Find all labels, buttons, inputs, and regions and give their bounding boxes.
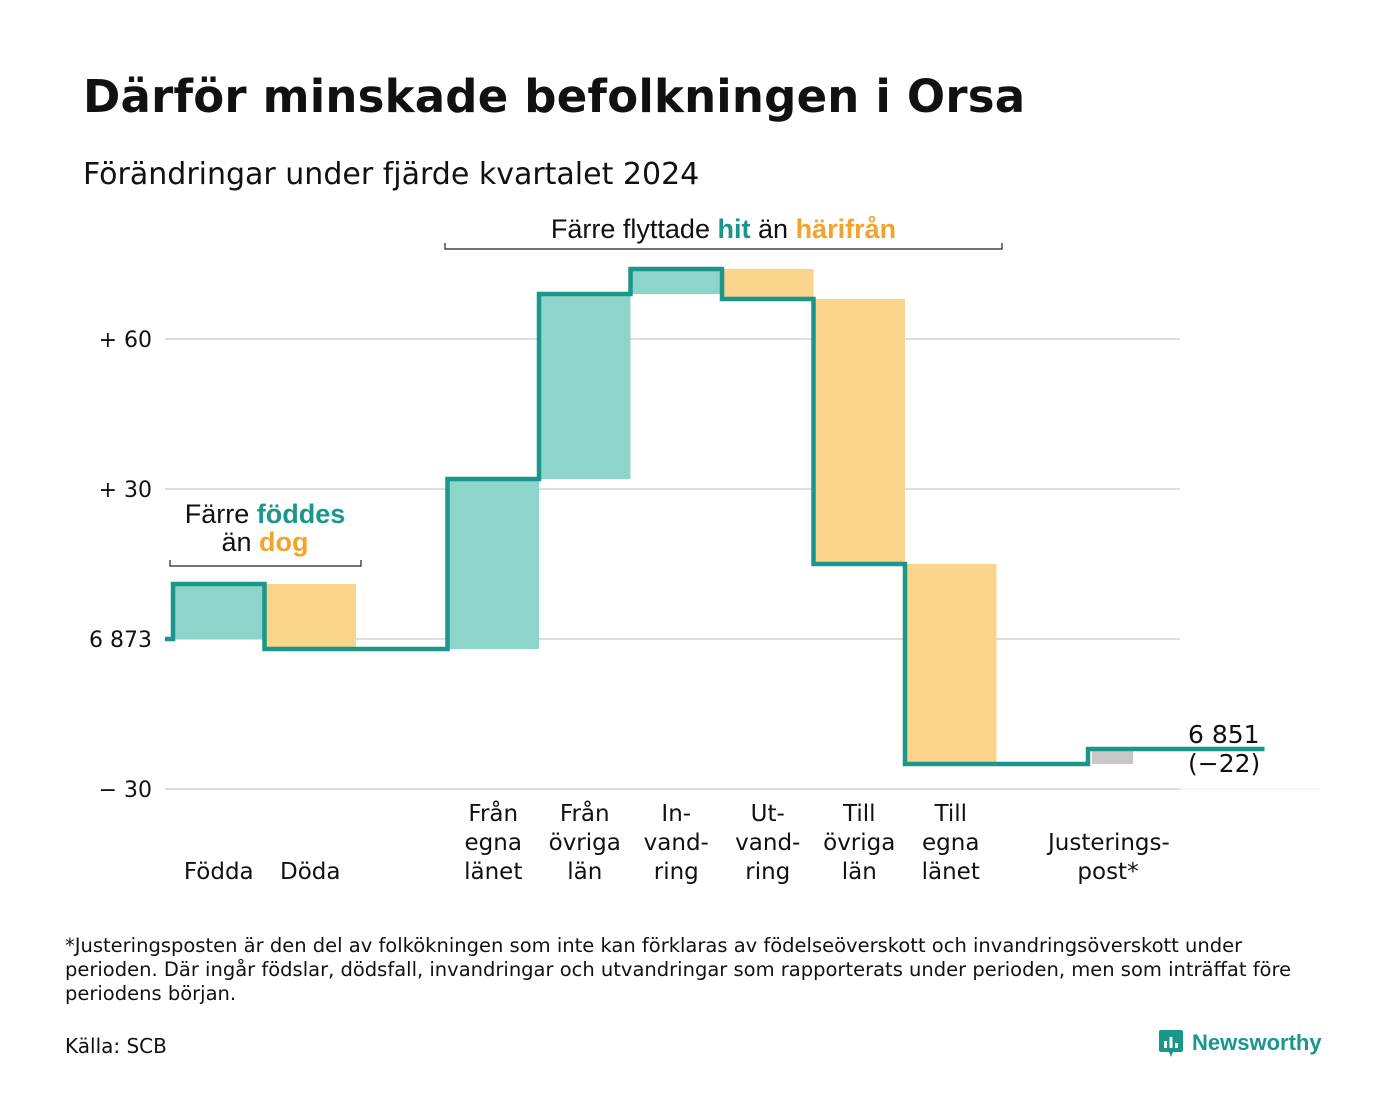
bar-från-egna-länet (447, 479, 539, 649)
category-label: Döda (280, 859, 341, 885)
bar-döda (264, 584, 356, 649)
category-label: Till övriga län (823, 801, 896, 885)
brand-name: Newsworthy (1192, 1030, 1322, 1055)
bar-till-övriga-län (813, 299, 905, 564)
bar-invandring (630, 269, 722, 294)
category-label: Justerings- post* (1048, 830, 1170, 885)
y-tick-labels: + 60 + 30 6 873 − 30 (89, 328, 152, 803)
cumulative-step-line (165, 266, 1265, 767)
category-label: Födda (183, 859, 254, 885)
end-value-label: 6 851 (−22) (1188, 720, 1260, 778)
bar-till-egna-länet (905, 564, 997, 764)
brand-logo: Newsworthy (1158, 1028, 1322, 1058)
births-annotation-died: dog (259, 527, 309, 557)
y-tick-label: + 30 (99, 478, 152, 503)
moves-annotation-mid: än (758, 214, 789, 244)
footnote: *Justeringsposten är den del av folkökni… (65, 934, 1292, 1005)
chart-subtitle: Förändringar under fjärde kvartalet 2024 (83, 157, 700, 192)
end-value: 6 851 (1188, 720, 1260, 749)
y-tick-label: + 60 (99, 328, 152, 353)
chart-title: Därför minskade befolkningen i Orsa (83, 70, 1026, 123)
y-tick-label: − 30 (99, 778, 152, 803)
moves-annotation: Färre flyttade hit än härifrån (445, 214, 1002, 245)
category-label: In- vand- ring (643, 801, 709, 885)
grid-lines (165, 338, 1320, 790)
category-label: Från egna länet (464, 801, 523, 885)
births-bracket (169, 560, 362, 567)
annotation-brackets (169, 243, 1003, 567)
newsworthy-logo-icon (1159, 1030, 1183, 1057)
moves-annotation-here: hit (717, 214, 751, 244)
moves-annotation-pre: Färre flyttade (550, 214, 710, 244)
category-label: Ut- vand- ring (735, 801, 801, 885)
bars (173, 269, 1134, 764)
bar-justeringspost- (1092, 749, 1134, 764)
bar-utvandring (722, 269, 814, 299)
bar-från-övriga-län (539, 294, 631, 479)
births-annotation: Färre föddes än dog (166, 500, 364, 556)
y-tick-label: 6 873 (89, 628, 152, 653)
step-line-layer (165, 266, 1265, 767)
births-annotation-born: föddes (256, 499, 346, 529)
moves-bracket (444, 243, 1003, 250)
births-annotation-mid: än (221, 527, 252, 557)
bar-födda (173, 584, 265, 639)
source-label: Källa: SCB (65, 1034, 167, 1058)
births-annotation-pre: Färre (184, 499, 250, 529)
net-change: (−22) (1188, 749, 1261, 778)
moves-annotation-away: härifrån (795, 214, 897, 244)
category-label: Från övriga län (548, 801, 621, 885)
category-label: Till egna länet (921, 801, 980, 885)
